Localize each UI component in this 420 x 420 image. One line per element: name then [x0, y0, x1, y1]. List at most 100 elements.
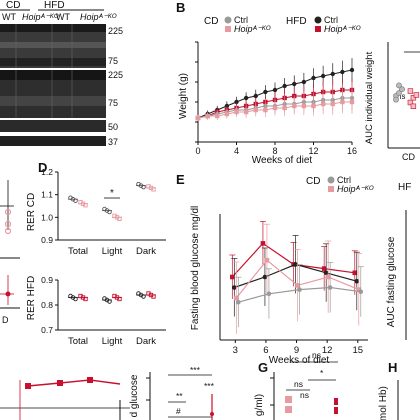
blot-marker-225-a: 225 — [108, 26, 123, 36]
glucose-point — [354, 278, 360, 284]
glucose-xtick-label: 15 — [353, 345, 364, 356]
weight-plot: 0 4 8 12 16 — [195, 41, 357, 156]
legend-marker-cd-ctrl — [224, 16, 232, 24]
rer-point — [107, 209, 112, 215]
glucose-point — [260, 241, 266, 246]
weight-point — [215, 113, 220, 119]
auc-glucose-ylabel: AUC fasting glucose — [386, 236, 397, 327]
weight-point — [320, 101, 326, 107]
panel-letter-d: D — [38, 160, 47, 175]
glucose-point — [234, 295, 239, 301]
glucose-point — [297, 287, 302, 292]
glucose-point — [356, 287, 362, 292]
weight-xtick-label: 12 — [308, 146, 318, 156]
blot-band-37 — [0, 136, 106, 146]
rer-point — [83, 296, 88, 302]
blot-lane-wt-1: WT — [2, 12, 16, 22]
weight-ylabel: Weight (g) — [178, 73, 189, 119]
weight-xtick-label: 4 — [234, 146, 239, 156]
legend-marker-cd-hoip — [225, 26, 231, 32]
svg-text:D: D — [2, 315, 9, 325]
weight-point — [292, 103, 297, 109]
glucose-ylabel: Fasting blood glucose mg/dl — [190, 206, 201, 331]
rer-point — [151, 294, 156, 299]
blot-band-50 — [0, 120, 106, 132]
rer-hfd-plot: 0.9 0.8 0.7 Total Light Dark — [41, 275, 166, 347]
glucose-point — [293, 262, 298, 267]
panel-b-auc: AUC individual weight ns CD — [364, 42, 420, 162]
rer-point — [117, 216, 122, 221]
rer-point — [141, 184, 146, 190]
blot-marker-50: 50 — [108, 122, 118, 132]
weight-point — [234, 99, 239, 105]
legend-hfd-label: HFD — [286, 16, 307, 27]
e-legend-ctrl: Ctrl — [337, 175, 351, 185]
legend-cd-ctrl: Ctrl — [234, 15, 248, 25]
weight-point — [320, 73, 326, 79]
weight-xlabel: Weeks of diet — [252, 155, 313, 166]
weight-point — [282, 83, 287, 89]
legend-marker-hfd-hoip — [315, 26, 321, 32]
weight-point — [301, 79, 307, 85]
panel-e: E CD Ctrl Hoipᴬ⁻ᴷᴼ HF 3 6 9 12 15 Fasting bl… — [176, 172, 411, 366]
glucose-point — [321, 266, 327, 271]
weight-point — [263, 89, 268, 95]
e-legend-marker-hoip — [328, 186, 334, 192]
western-blot: CD HFD WT Hoipᴬ⁻ᴷᴼ WT Hoipᴬ⁻ᴷᴼ 225 75 22… — [0, 0, 123, 147]
weight-point — [282, 105, 287, 111]
e-legend-cd: CD — [306, 176, 320, 187]
weight-point — [243, 109, 249, 115]
legend-hfd-ctrl: Ctrl — [324, 15, 338, 25]
rer-point — [73, 198, 78, 203]
weight-point — [272, 87, 278, 93]
weight-point — [195, 115, 201, 121]
weight-point — [234, 109, 239, 115]
glucose-point — [325, 274, 331, 280]
sig-1: *** — [190, 365, 201, 375]
weight-point — [330, 101, 335, 107]
rer-point — [73, 296, 78, 302]
sig-2: *** — [204, 381, 215, 391]
sig-4: # — [176, 406, 181, 416]
weight-point — [301, 103, 307, 109]
rer-category-label: Total — [68, 336, 88, 347]
rer-ytick-label: 0.9 — [41, 235, 53, 245]
glucose-point — [232, 285, 237, 290]
rer-category-label: Light — [102, 246, 123, 257]
auc-point-hoip — [410, 95, 417, 101]
panel-letter-h: H — [388, 360, 397, 375]
glucose-xtick-label: 6 — [263, 345, 268, 356]
glucose-point — [236, 299, 241, 305]
rer-hfd-ylabel: RER HFD — [26, 276, 37, 320]
rer-point — [107, 299, 112, 304]
panel-b: B CD Ctrl Hoipᴬ⁻ᴷᴼ HFD Ctrl Hoipᴬ⁻ᴷᴼ 0 4 8… — [176, 0, 361, 166]
glucose-point — [327, 285, 333, 290]
rer-category-label: Light — [102, 336, 123, 347]
weight-point — [272, 105, 278, 111]
weight-point — [330, 71, 335, 77]
blot-group-hfd: HFD — [44, 0, 65, 11]
rer-ytick-label: 1.1 — [41, 190, 53, 200]
blot-marker-225-b: 225 — [108, 70, 123, 80]
weight-point — [349, 99, 355, 105]
rer-point — [141, 294, 146, 299]
panel-letter-g: G — [258, 360, 268, 375]
auc-point-ctrl — [396, 82, 402, 89]
rer-ytick-label: 1.0 — [41, 212, 53, 222]
bottom-left-chart — [0, 377, 130, 420]
weight-xtick-label: 8 — [272, 146, 277, 156]
bottom-glucose-ylabel: d glucose — [129, 374, 140, 417]
g-sig-3: ns — [300, 390, 309, 400]
auc-points — [393, 82, 420, 110]
auc-point-ctrl — [396, 90, 402, 96]
auc-point-hoip — [413, 92, 420, 98]
glucose-point — [264, 257, 270, 263]
rer-category-label: Dark — [136, 336, 156, 347]
rer-point — [117, 296, 122, 302]
glucose-point — [358, 289, 364, 295]
weight-point — [205, 113, 210, 119]
weight-point — [311, 103, 316, 109]
g-sig-1: ns — [312, 350, 321, 360]
weight-xtick-label: 16 — [347, 146, 357, 156]
weight-point — [243, 95, 249, 101]
